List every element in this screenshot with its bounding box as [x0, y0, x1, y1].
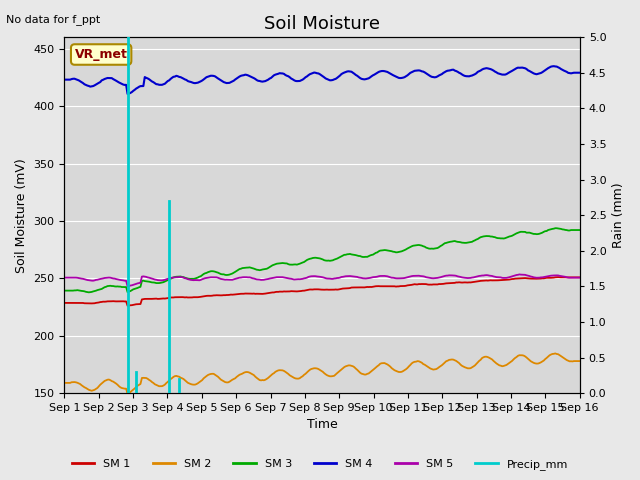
Legend: SM 1, SM 2, SM 3, SM 4, SM 5, Precip_mm: SM 1, SM 2, SM 3, SM 4, SM 5, Precip_mm	[68, 455, 572, 474]
Title: Soil Moisture: Soil Moisture	[264, 15, 380, 33]
X-axis label: Time: Time	[307, 419, 337, 432]
Text: VR_met: VR_met	[75, 48, 127, 61]
Y-axis label: Rain (mm): Rain (mm)	[612, 182, 625, 248]
Y-axis label: Soil Moisture (mV): Soil Moisture (mV)	[15, 158, 28, 273]
Text: No data for f_ppt: No data for f_ppt	[6, 14, 100, 25]
